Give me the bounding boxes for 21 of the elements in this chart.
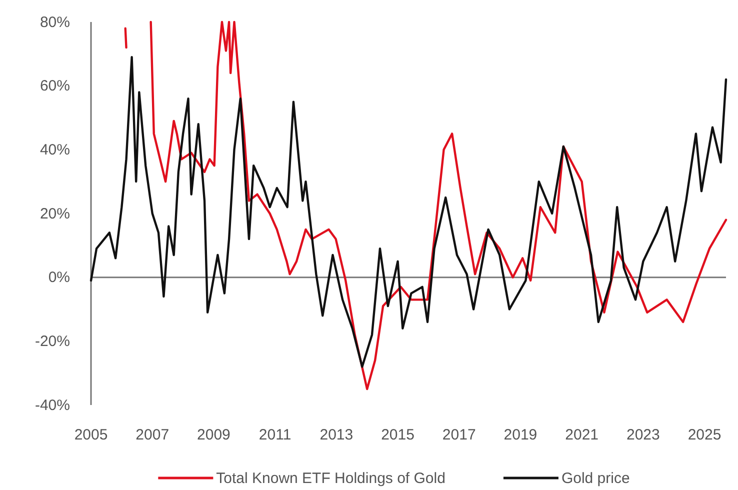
x-tick-label: 2019 xyxy=(504,426,538,444)
x-tick-label: 2015 xyxy=(381,426,414,444)
line-series xyxy=(90,56,728,368)
y-tick-label: 60% xyxy=(40,78,70,95)
y-tick-label: 40% xyxy=(40,141,70,158)
y-tick-label: -40% xyxy=(34,396,70,414)
x-tick-label: 2025 xyxy=(688,426,722,444)
legend-label: Total Known ETF Holdings of Gold xyxy=(216,470,446,487)
x-tick-label: 2007 xyxy=(136,426,170,444)
x-tick-label: 2011 xyxy=(258,426,292,444)
x-tick-label: 2023 xyxy=(626,426,660,444)
x-tick-label: 2013 xyxy=(320,426,354,444)
y-tick-label: 80% xyxy=(40,14,70,31)
y-tick-label: 0% xyxy=(48,269,70,286)
x-tick-label: 2009 xyxy=(197,426,230,444)
legend-label: Gold price xyxy=(561,470,630,487)
y-tick-label: -20% xyxy=(34,332,70,350)
x-tick-label: 2021 xyxy=(565,426,599,444)
y-tick-label: 20% xyxy=(40,205,70,222)
x-tick-label: 2005 xyxy=(74,426,108,444)
x-tick-label: 2017 xyxy=(442,426,476,444)
